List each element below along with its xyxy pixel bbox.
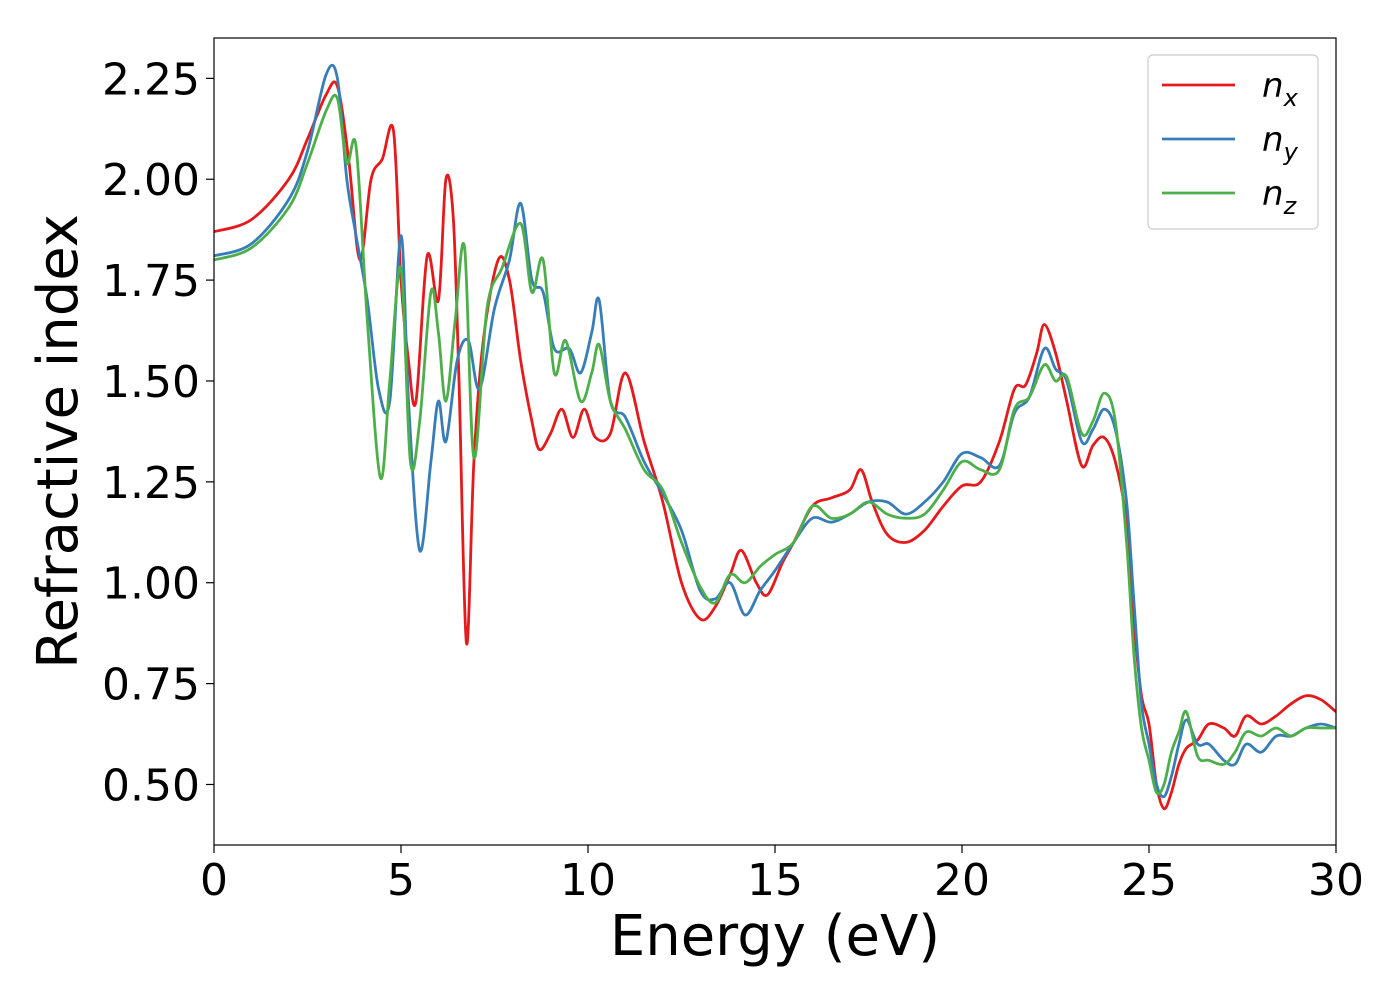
legend-label: nx	[1262, 66, 1299, 112]
legend-label: ny	[1262, 120, 1299, 166]
y-tick-label: 2.25	[102, 54, 200, 105]
y-tick-label: 2.00	[102, 155, 200, 206]
y-tick-label: 1.75	[102, 256, 200, 307]
y-tick-label: 1.50	[102, 357, 200, 408]
y-axis-title: Refractive index	[26, 214, 91, 669]
x-tick-label: 20	[934, 855, 990, 906]
series-layer	[214, 63, 1336, 811]
series-line-nx	[214, 80, 1336, 811]
y-tick-label: 1.00	[102, 559, 200, 610]
series-line-nz	[214, 93, 1336, 796]
x-axis-title: Energy (eV)	[610, 904, 940, 969]
y-tick-label: 0.75	[102, 660, 200, 711]
x-tick-label: 15	[747, 855, 803, 906]
ticks-layer: 0 5 10 15 20 25 30 0.50 0.75 1.00 1.25 1.50 1.75 2.00…	[102, 54, 1364, 906]
x-tick-label: 25	[1121, 855, 1177, 906]
x-tick-label: 5	[387, 855, 415, 906]
legend-box	[1147, 54, 1319, 230]
x-tick-label: 30	[1308, 855, 1364, 906]
y-tick-label: 0.50	[102, 760, 200, 811]
series-line-ny	[214, 63, 1336, 799]
x-tick-label: 10	[560, 855, 616, 906]
y-tick-label: 1.25	[102, 458, 200, 509]
x-tick-label: 0	[200, 855, 228, 906]
